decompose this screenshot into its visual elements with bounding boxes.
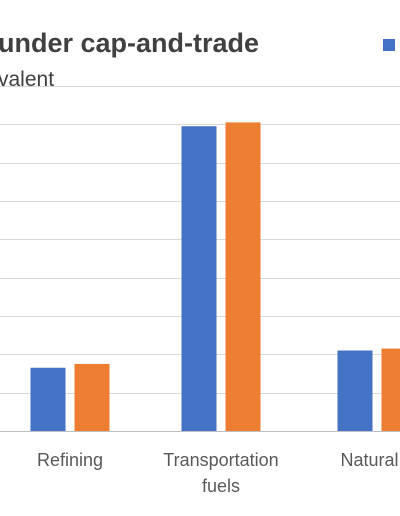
x-tick-label: Transportation <box>163 450 278 470</box>
bar-series-1-category-3 <box>337 350 373 431</box>
chart-title: under cap-and-trade <box>0 28 260 58</box>
bar-series-2-category-3 <box>381 348 400 431</box>
bar-series-1-category-2 <box>181 126 217 431</box>
bar-series-1-category-1 <box>30 367 66 431</box>
bar-series-2-category-1 <box>74 363 110 431</box>
bar-series-2-category-2 <box>225 122 261 432</box>
x-tick-label: fuels <box>202 476 240 496</box>
legend-swatch-series-1 <box>383 39 395 51</box>
x-tick-label: Natural g <box>340 450 400 470</box>
chart-subtitle: valent <box>0 68 55 91</box>
x-tick-label: Refining <box>37 450 103 470</box>
